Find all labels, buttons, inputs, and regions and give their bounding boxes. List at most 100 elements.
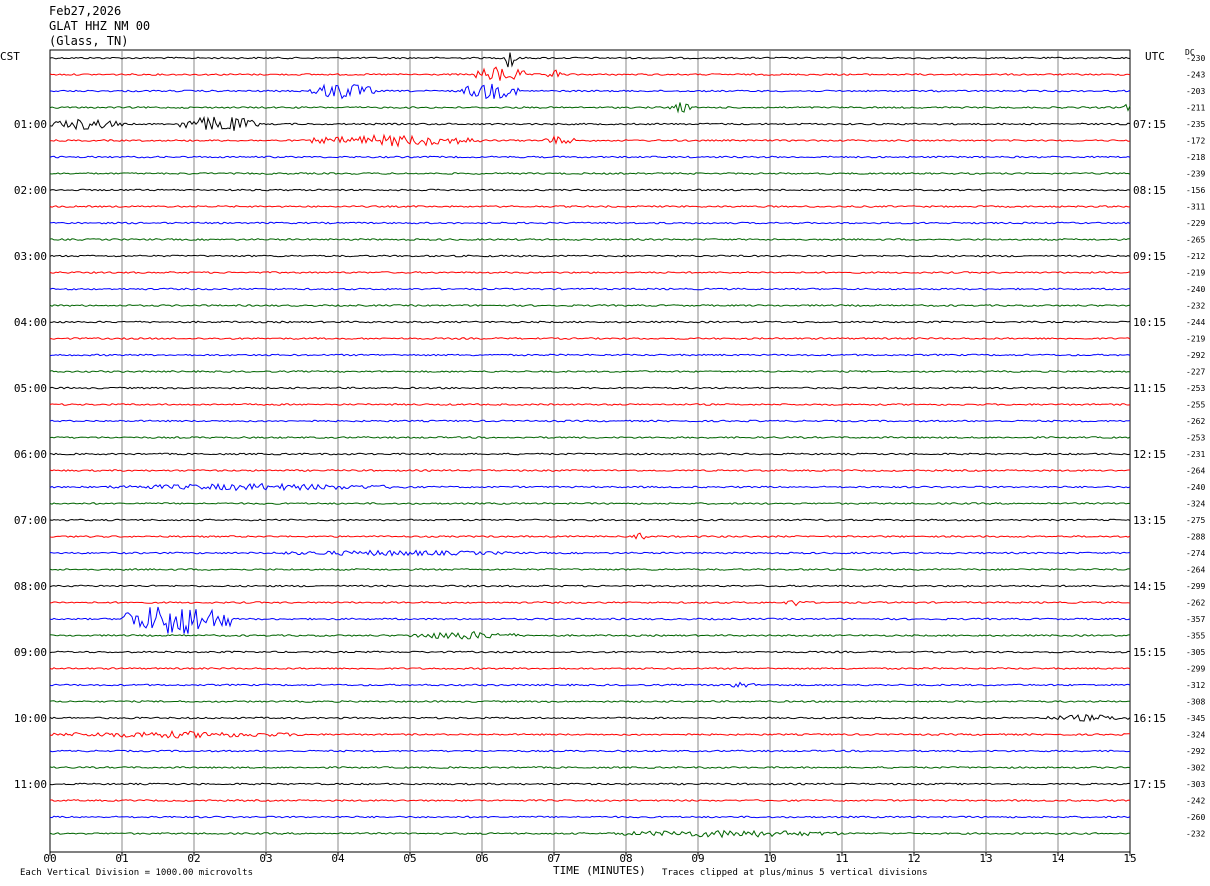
dc-offset-label: -232 <box>1186 830 1205 839</box>
dc-offset-label: -260 <box>1186 813 1205 822</box>
dc-offset-label: -292 <box>1186 351 1205 360</box>
trace-line <box>49 749 1131 753</box>
dc-offset-label: -227 <box>1186 368 1205 377</box>
dc-offset-label: -264 <box>1186 467 1205 476</box>
trace-line <box>49 155 1131 159</box>
trace-line <box>49 681 1131 688</box>
trace-line <box>49 729 1130 739</box>
right-timezone-label: UTC <box>1145 50 1165 63</box>
dc-offset-label: -232 <box>1186 302 1205 311</box>
dc-offset-label: -292 <box>1186 747 1205 756</box>
dc-offset-label: -172 <box>1186 137 1205 146</box>
header-location: (Glass, TN) <box>49 34 129 48</box>
trace-line <box>49 829 1131 839</box>
x-tick-label: 11 <box>835 852 848 865</box>
trace-line <box>49 606 1131 634</box>
trace-line <box>49 469 1130 472</box>
dc-offset-label: -203 <box>1186 87 1205 96</box>
trace-line <box>49 370 1131 373</box>
left-hour-label: 07:00 <box>14 514 47 527</box>
x-tick-label: 07 <box>547 852 560 865</box>
dc-offset-label: -312 <box>1186 681 1205 690</box>
x-tick-label: 15 <box>1123 852 1136 865</box>
right-hour-label: 14:15 <box>1133 580 1166 593</box>
dc-offset-label: -229 <box>1186 219 1205 228</box>
x-tick-label: 04 <box>331 852 345 865</box>
trace-line <box>49 271 1131 274</box>
header-date: Feb27,2026 <box>49 4 122 18</box>
trace-line <box>49 66 1131 81</box>
dc-offset-label: -305 <box>1186 648 1205 657</box>
dc-header-label: DC <box>1185 48 1195 57</box>
x-tick-label: 09 <box>691 852 704 865</box>
x-tick-label: 01 <box>115 852 128 865</box>
trace-line <box>49 815 1131 819</box>
x-tick-label: 05 <box>403 852 416 865</box>
trace-line <box>49 133 1131 148</box>
left-hour-label: 01:00 <box>14 118 47 131</box>
right-hour-label: 08:15 <box>1133 184 1166 197</box>
trace-line <box>49 549 1131 557</box>
dc-offset-label: -240 <box>1186 483 1205 492</box>
trace-line <box>49 766 1131 769</box>
trace-line <box>49 584 1131 588</box>
left-hour-label: 02:00 <box>14 184 47 197</box>
trace-line <box>49 386 1131 390</box>
dc-offset-label: -156 <box>1186 186 1205 195</box>
trace-line <box>49 115 1131 131</box>
left-hour-label: 10:00 <box>14 712 47 725</box>
trace-line <box>49 452 1131 456</box>
plot-frame <box>49 49 1131 853</box>
dc-offset-label: -218 <box>1186 153 1205 162</box>
dc-offset-label: -288 <box>1186 533 1205 542</box>
minute-gridlines <box>121 50 1059 852</box>
dc-offset-label: -230 <box>1186 54 1205 63</box>
dc-offset-label: -264 <box>1186 566 1205 575</box>
trace-line <box>49 436 1131 439</box>
dc-offset-label: -299 <box>1186 665 1205 674</box>
dc-offset-label: -303 <box>1186 780 1205 789</box>
footer-clip-note: Traces clipped at plus/minus 5 vertical … <box>662 868 928 878</box>
left-hour-label: 09:00 <box>14 646 47 659</box>
left-hour-label: 04:00 <box>14 316 47 329</box>
trace-line <box>49 782 1131 786</box>
left-hour-label: 06:00 <box>14 448 47 461</box>
dc-offset-label: -357 <box>1186 615 1205 624</box>
dc-offset-label: -212 <box>1186 252 1205 261</box>
trace-line <box>49 518 1131 522</box>
trace-line <box>49 600 1131 607</box>
trace-line <box>49 172 1131 175</box>
right-hour-label: 16:15 <box>1133 712 1166 725</box>
x-axis-label: TIME (MINUTES) <box>553 864 646 877</box>
dc-offset-label: -302 <box>1186 764 1205 773</box>
footer-scale-note: Each Vertical Division = 1000.00 microvo… <box>20 868 253 878</box>
right-hour-label: 15:15 <box>1133 646 1166 659</box>
left-hour-label: 08:00 <box>14 580 47 593</box>
dc-offset-label: -274 <box>1186 549 1205 558</box>
trace-line <box>49 205 1130 208</box>
dc-offset-label: -244 <box>1186 318 1205 327</box>
dc-offset-label: -355 <box>1186 632 1205 641</box>
dc-offset-label: -255 <box>1186 401 1205 410</box>
trace-line <box>49 287 1131 291</box>
dc-offset-label: -240 <box>1186 285 1205 294</box>
trace-line <box>49 502 1131 505</box>
trace-line <box>49 304 1131 307</box>
x-tick-label: 10 <box>763 852 776 865</box>
x-tick-label: 00 <box>43 852 56 865</box>
trace-line <box>50 221 1131 225</box>
dc-offset-labels: -230 -243 -203 -211 -235 -172 -218 -239 -156 -311… <box>1186 54 1205 839</box>
trace-line <box>49 799 1131 802</box>
trace-line <box>49 568 1131 571</box>
trace-line <box>49 102 1131 114</box>
left-hour-label: 11:00 <box>14 778 47 791</box>
dc-offset-label: -235 <box>1186 120 1205 129</box>
trace-line <box>49 320 1131 324</box>
left-hour-label: 05:00 <box>14 382 47 395</box>
dc-offset-label: -231 <box>1186 450 1205 459</box>
trace-line <box>49 254 1131 258</box>
x-tick-label: 06 <box>475 852 488 865</box>
dc-offset-label: -219 <box>1186 335 1205 344</box>
x-tick-labels: 00 01 02 03 04 05 06 07 08 09 10 11 12 13 14 15 <box>43 852 1137 865</box>
